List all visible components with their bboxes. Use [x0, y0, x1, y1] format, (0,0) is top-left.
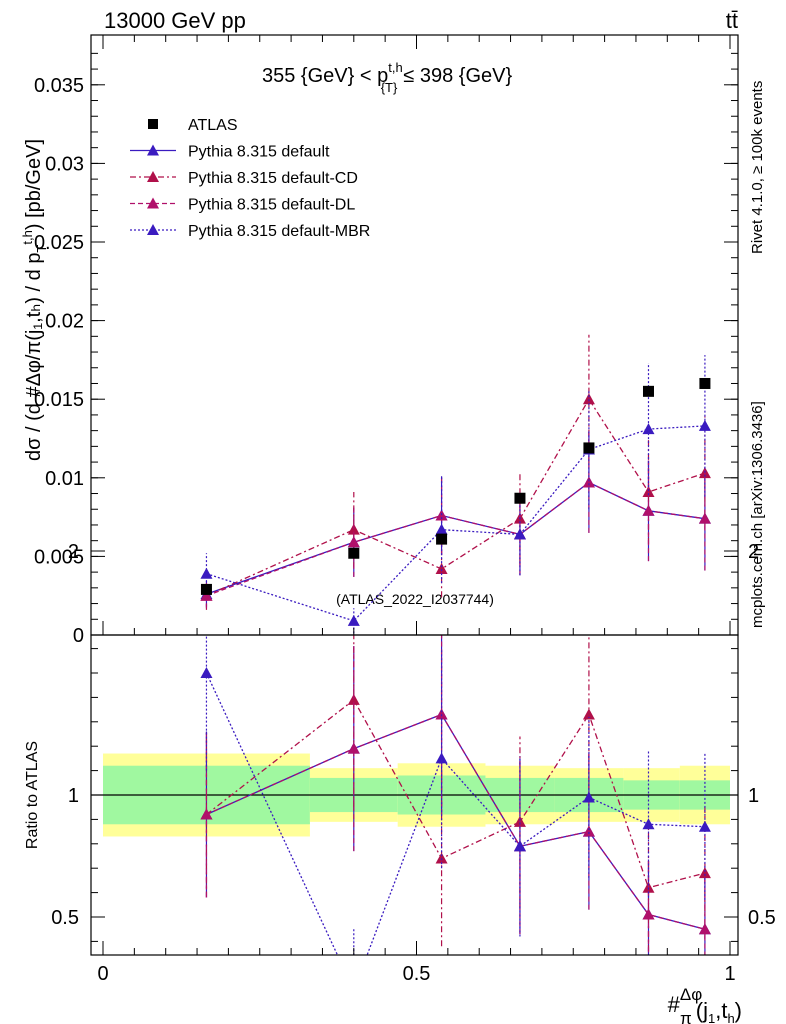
condition-sub: {T}	[381, 80, 398, 95]
x-tick-label: 0.5	[403, 963, 431, 985]
y-tick-label: 0	[73, 625, 84, 647]
series-point	[698, 512, 711, 524]
ratio-point	[582, 708, 595, 720]
legend-marker	[147, 171, 159, 182]
main-series-group	[200, 334, 711, 634]
legend-label: Pythia 8.315 default	[188, 144, 330, 161]
y-tick-label: 0.005	[34, 546, 84, 568]
series-point	[435, 523, 448, 535]
condition-end: ≤ 398 {GeV}	[403, 65, 512, 87]
data-point	[699, 377, 711, 389]
ratio-point	[347, 742, 360, 754]
ratio-point	[200, 667, 213, 678]
ratio-point	[642, 908, 655, 920]
ratio-tick-label-right: 2	[748, 541, 759, 563]
ratio-point	[435, 708, 448, 720]
x-axis-label: #Δφ π (j1,th)	[668, 985, 742, 1024]
ratio-y-axis-label: Ratio to ATLAS	[24, 741, 41, 849]
y-tick-label: 0.025	[34, 232, 84, 254]
ratio-point	[698, 867, 711, 879]
ratio-tick-label-right: 1	[748, 785, 759, 807]
legend-marker	[147, 197, 159, 209]
ratio-tick-label-right: 0.5	[748, 907, 776, 929]
y-tick-label: 0.02	[45, 311, 84, 333]
data-point	[200, 583, 212, 595]
ratio-point	[582, 825, 595, 837]
data-point	[436, 533, 448, 545]
series-point	[642, 485, 655, 497]
data-point	[642, 385, 654, 397]
legend-label-atlas: ATLAS	[188, 117, 238, 134]
ratio-point	[435, 752, 448, 764]
data-point	[583, 442, 595, 454]
ratio-point	[642, 818, 655, 830]
series-line	[206, 481, 706, 597]
ratio-point	[698, 820, 711, 832]
series-point	[698, 419, 711, 431]
mcplots-label: mcplots.cern.ch [arXiv:1306.3436]	[749, 401, 766, 628]
series-point	[642, 423, 655, 435]
y-tick-label: 0.015	[34, 389, 84, 411]
watermark: (ATLAS_2022_I2037744)	[336, 591, 494, 607]
condition-sup: t,h	[388, 60, 402, 75]
ratio-point	[348, 984, 360, 995]
series-point	[347, 523, 360, 535]
condition-title: 355 {GeV} < pt,h {T} ≤ 398 {GeV}	[262, 60, 512, 95]
legend-marker-atlas	[148, 119, 158, 129]
ratio-tick-label: 2	[68, 541, 79, 563]
process-label: tt̄	[726, 8, 738, 33]
series-line	[206, 397, 706, 597]
legend-marker	[147, 224, 159, 235]
ratio-point	[698, 923, 711, 935]
series-point	[513, 528, 526, 540]
series-point	[200, 567, 213, 579]
series-point	[435, 562, 448, 574]
y-tick-label: 0.03	[45, 153, 84, 175]
ratio-tick-label: 0.5	[51, 907, 79, 929]
data-point	[348, 547, 360, 559]
y-tick-label: 0.01	[45, 468, 84, 490]
legend-label: Pythia 8.315 default-DL	[188, 197, 355, 214]
ratio-series-group	[200, 635, 711, 995]
series-point	[200, 589, 213, 601]
legend-marker	[147, 144, 159, 156]
series-point	[347, 614, 360, 626]
data-point	[514, 492, 526, 504]
series-point	[347, 536, 360, 548]
rivet-label: Rivet 4.1.0, ≥ 100k events	[749, 81, 766, 254]
series-point	[642, 504, 655, 516]
ratio-point	[200, 808, 213, 820]
ratio-point	[435, 852, 448, 864]
x-tick-label: 0	[97, 963, 108, 985]
series-point	[582, 476, 595, 488]
energy-label: 13000 GeV pp	[104, 8, 246, 33]
legend-label: Pythia 8.315 default-CD	[188, 170, 358, 187]
x-tick-label: 1	[724, 963, 735, 985]
ratio-point	[347, 693, 360, 705]
y-tick-label: 0.035	[34, 75, 84, 97]
legend-label: Pythia 8.315 default-MBR	[188, 223, 370, 240]
ratio-point	[582, 791, 595, 803]
series-point	[582, 393, 595, 405]
series-line	[206, 481, 706, 595]
ratio-tick-label: 1	[68, 785, 79, 807]
condition-main: 355 {GeV} < p	[262, 65, 388, 87]
ratio-point	[513, 840, 526, 852]
y-axis-label: dσ / (d #Δφ/π(j₁,tₕ) / d pTt,h) [pb/GeV]	[20, 139, 49, 461]
